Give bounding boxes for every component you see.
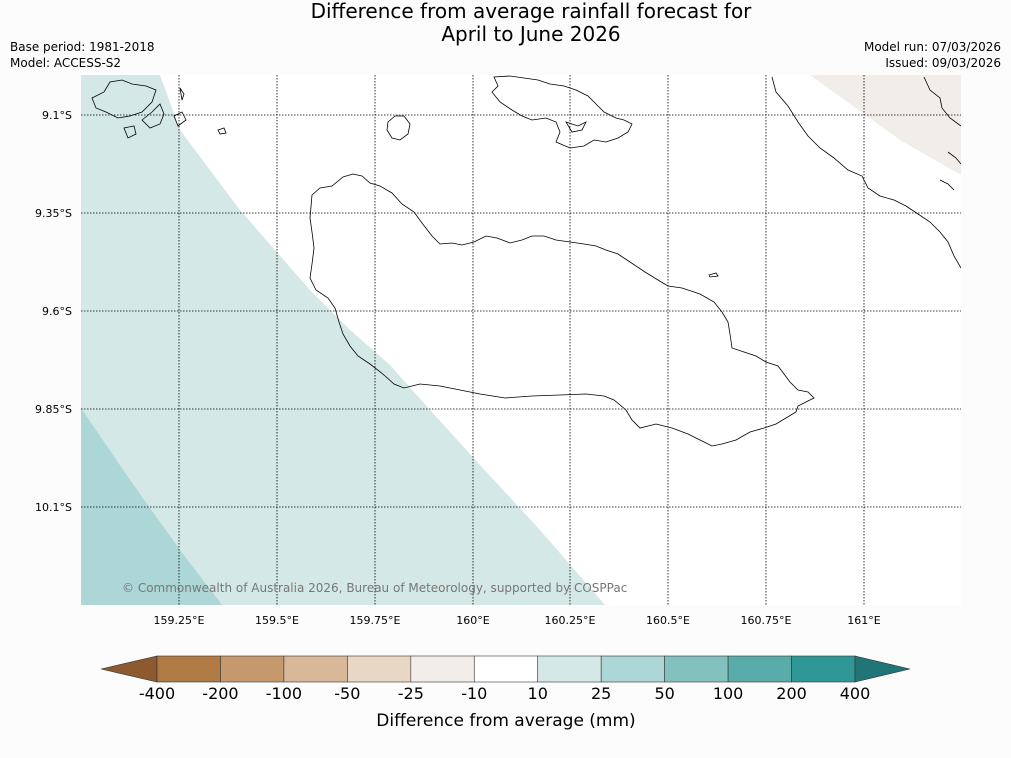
colorbar-segment [600, 655, 665, 683]
coast-florida-west [91, 79, 157, 119]
colorbar-tick-label: -10 [461, 684, 487, 703]
colorbar-segment [347, 655, 412, 683]
lon-label-160: 160°E [456, 614, 489, 627]
lon-label-161: 161°E [847, 614, 880, 627]
coastlines [91, 75, 961, 447]
colorbar-segment [410, 655, 475, 683]
colorbar-tick-label: 200 [776, 684, 807, 703]
colorbar-tick-label: 100 [713, 684, 744, 703]
issued-text: Issued: 09/03/2026 [885, 56, 1001, 70]
coast-malaita-north [923, 76, 961, 127]
lon-label-159-5: 159.5°E [255, 614, 299, 627]
lon-label-160-25: 160.25°E [545, 614, 596, 627]
model-run-text: Model run: 07/03/2026 [863, 40, 1001, 54]
coast-islet-a [123, 125, 137, 139]
colorbar-segment [727, 655, 792, 683]
meta-right: Model run: 07/03/2026 Issued: 09/03/2026 [864, 39, 1001, 71]
colorbar-tick-label: 25 [591, 684, 611, 703]
band-10-25-area [81, 75, 605, 605]
lon-label-160-75: 160.75°E [741, 614, 792, 627]
colorbar [100, 655, 911, 683]
colorbar-segment [156, 655, 221, 683]
coast-islet-d [217, 127, 227, 135]
model-text: Model: ACCESS-S2 [10, 56, 122, 70]
colorbar-segment [220, 655, 285, 683]
lat-label-9-1: 9.1°S [42, 109, 72, 122]
map-title: Difference from average rainfall forecas… [0, 0, 1011, 46]
lat-label-10-1: 10.1°S [35, 501, 72, 514]
lat-label-9-35: 9.35°S [35, 207, 72, 220]
title-line-1: Difference from average rainfall forecas… [310, 0, 752, 23]
title-line-2: April to June 2026 [441, 22, 621, 46]
colorbar-segment [283, 655, 348, 683]
band-25-50-area [81, 408, 222, 605]
colorbar-tick-label: -25 [398, 684, 424, 703]
colorbar-tick-label: 50 [654, 684, 674, 703]
coast-florida-east [141, 103, 165, 129]
lat-label-9-85: 9.85°S [35, 403, 72, 416]
colorbar-tick-label: -400 [139, 684, 175, 703]
colorbar-tick-label: -100 [266, 684, 302, 703]
coast-malaita [771, 76, 961, 269]
colorbar-title: Difference from average (mm) [376, 711, 635, 731]
colorbar-tick-label: -200 [202, 684, 238, 703]
colorbar-tick-label: 10 [528, 684, 548, 703]
colorbar-tick-label: 400 [840, 684, 871, 703]
copyright-text: © Commonwealth of Australia 2026, Bureau… [122, 581, 627, 595]
base-period-text: Base period: 1981-2018 [10, 40, 155, 54]
lon-label-159-75: 159.75°E [350, 614, 401, 627]
lat-labels: 9.1°S 9.35°S 9.6°S 9.85°S 10.1°S [35, 109, 72, 514]
coast-ngella-inlet [565, 121, 587, 133]
coast-malaita-islets [939, 151, 961, 191]
coast-islet-b [173, 111, 187, 127]
colorbar-segment [473, 655, 539, 683]
band-neg-area [810, 75, 961, 175]
coast-guadalcanal [309, 173, 815, 447]
coast-islet-near-guadalcanal [708, 272, 719, 278]
lat-label-9-6: 9.6°S [42, 305, 72, 318]
colorbar-segment [664, 655, 729, 683]
colorbar-segment [791, 655, 856, 683]
coast-savo-island [386, 115, 411, 141]
graticule [81, 75, 961, 605]
lon-labels: 159.25°E 159.5°E 159.75°E 160°E 160.25°E… [154, 614, 881, 627]
colorbar-tick-label: -50 [334, 684, 360, 703]
map-area: © Commonwealth of Australia 2026, Bureau… [81, 75, 961, 605]
colorbar-tick-labels: -400 -200 -100 -50 -25 -10 10 25 50 100 200 400 [139, 684, 870, 703]
colorbar-segment [537, 655, 602, 683]
colorbar-extension-high [854, 655, 911, 683]
meta-left: Base period: 1981-2018 Model: ACCESS-S2 [10, 39, 155, 71]
lon-label-160-5: 160.5°E [646, 614, 690, 627]
colorbar-extension-low [100, 655, 158, 683]
coast-islet-c [179, 87, 185, 101]
lon-label-159-25: 159.25°E [154, 614, 205, 627]
